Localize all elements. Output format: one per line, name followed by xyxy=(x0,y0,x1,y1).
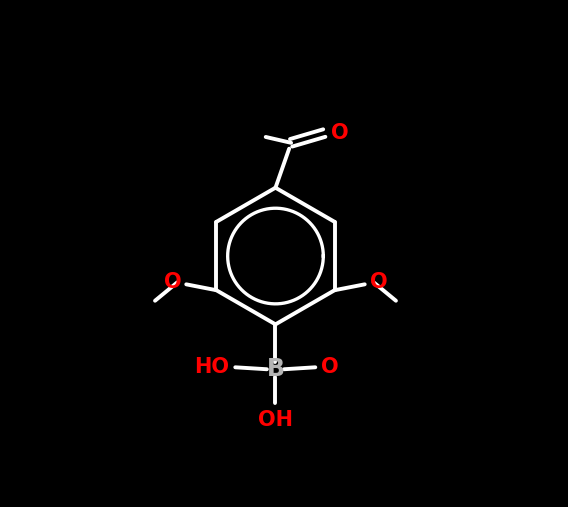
Text: O: O xyxy=(370,272,387,293)
Text: B: B xyxy=(266,357,285,381)
Text: O: O xyxy=(164,272,181,293)
Text: OH: OH xyxy=(258,410,293,430)
Text: O: O xyxy=(331,123,349,143)
Text: HO: HO xyxy=(194,357,229,377)
Text: O: O xyxy=(321,357,339,377)
